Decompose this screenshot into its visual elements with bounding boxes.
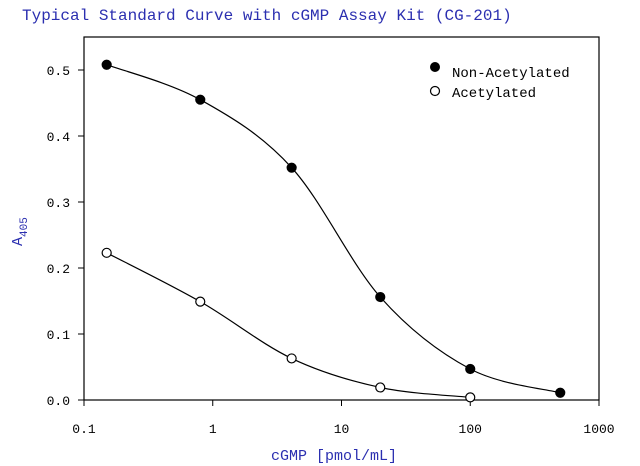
data-point-acetylated [195,296,206,307]
y-tick-label: 0.3 [47,196,70,211]
legend-label-non-acetylated: Non-Acetylated [452,66,570,82]
y-axis-title-subscript: 405 [19,217,31,237]
data-point-acetylated [101,247,112,258]
data-point-non-acetylated [195,94,206,105]
data-point-non-acetylated [286,162,297,173]
x-axis: 0.1 1 10 100 1000 [72,400,615,437]
data-point-non-acetylated [375,291,386,303]
fitted-curves [106,64,561,398]
x-tick-label: 1 [209,422,217,437]
y-tick-label: 0.4 [47,130,71,145]
y-axis-title: A405 [10,217,31,246]
curve-non-acetylated [106,64,561,394]
data-point-non-acetylated [101,59,112,70]
y-axis-title-main: A [10,237,27,246]
data-point-non-acetylated [555,387,566,398]
y-tick-label: 0.0 [47,394,70,409]
data-point-acetylated [465,392,476,403]
x-tick-label: 1000 [583,422,614,437]
x-tick-label: 0.1 [72,422,96,437]
data-point-non-acetylated [465,363,476,375]
legend-marker-acetylated [429,85,441,97]
chart-title: Typical Standard Curve with cGMP Assay K… [22,7,512,25]
x-tick-label: 100 [459,422,482,437]
y-tick-label: 0.2 [47,262,70,277]
data-points [101,59,566,403]
y-axis: 0.0 0.1 0.2 0.3 0.4 0.5 [47,64,84,409]
y-tick-label: 0.5 [47,64,70,79]
legend-marker-non-acetylated [430,62,440,72]
legend: Non-Acetylated Acetylated [429,62,570,102]
data-point-acetylated [286,353,297,364]
x-axis-title: cGMP [pmol/mL] [271,448,397,465]
y-axis-title-group: A405 [10,217,31,246]
legend-label-acetylated: Acetylated [452,86,536,102]
x-tick-label: 10 [334,422,350,437]
y-tick-label: 0.1 [47,328,71,343]
curve-acetylated [106,252,471,398]
data-point-acetylated [375,382,386,393]
